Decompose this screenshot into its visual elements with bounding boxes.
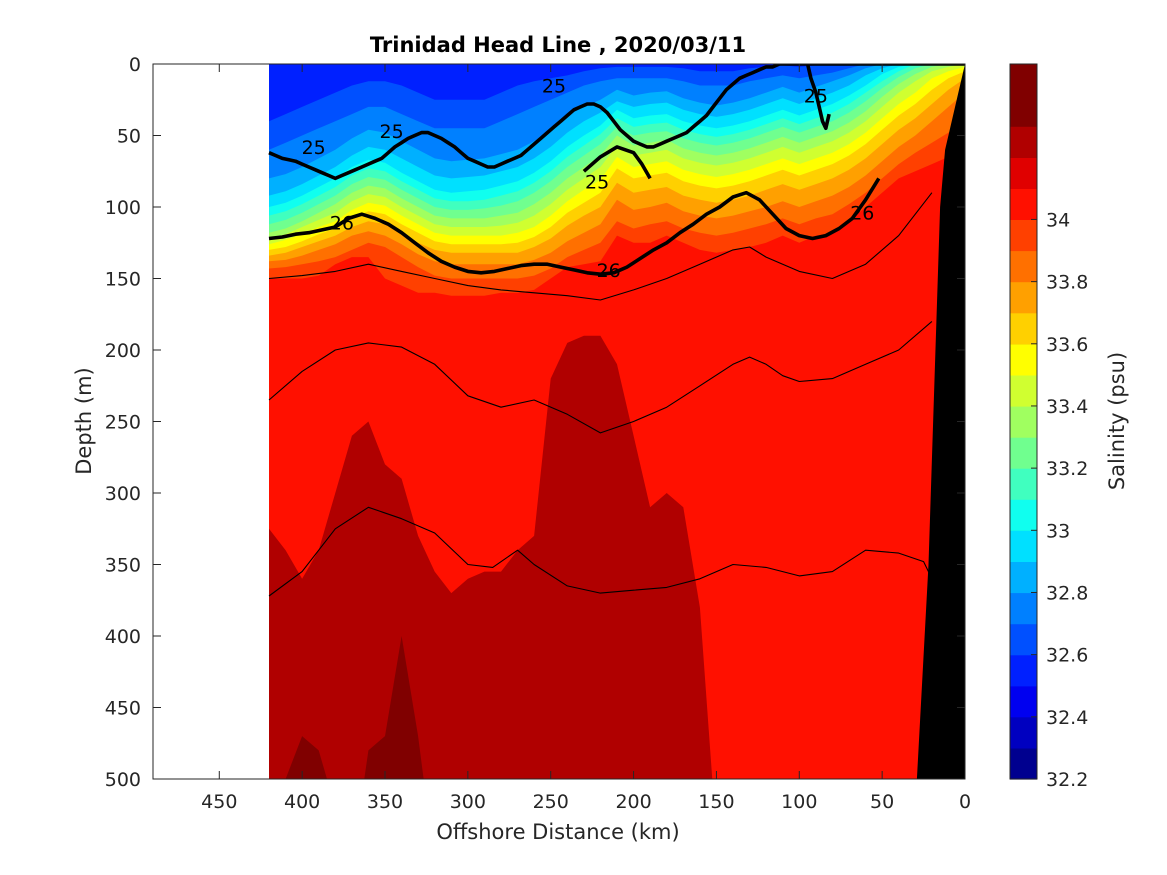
colorbar-tick-label: 33.8 [1046,272,1088,294]
colorbar-swatch [1010,126,1037,158]
x-tick-label: 100 [781,791,817,813]
colorbar-tick-label: 33.6 [1046,334,1088,356]
colorbar-swatch [1010,157,1037,189]
contour-label: 25 [542,76,566,98]
colorbar-swatch [1010,437,1037,469]
contour-label: 26 [850,203,874,225]
x-tick-label: 0 [959,791,971,813]
colorbar-swatch [1010,561,1037,594]
x-tick-label: 400 [284,791,320,813]
contour-label: 25 [585,171,609,193]
colorbar-swatch [1010,374,1037,407]
chart-title: Trinidad Head Line , 2020/03/11 [370,33,746,57]
y-tick-label: 400 [105,626,141,648]
density-contour [268,320,933,434]
y-tick-label: 300 [105,483,141,505]
density-contour [582,145,652,180]
colorbar-swatch [1010,499,1037,531]
colorbar-tick-label: 32.2 [1046,769,1088,791]
x-tick-label: 450 [201,791,237,813]
colorbar-tick-label: 32.6 [1046,645,1088,667]
colorbar-swatch [1010,312,1037,345]
seafloor-mask [916,64,965,779]
y-tick-label: 350 [105,555,141,577]
x-tick-label: 350 [367,791,403,813]
y-tick-label: 100 [105,197,141,219]
colorbar-tick-label: 33 [1046,520,1070,542]
colorbar-swatch [1010,654,1037,687]
y-tick-label: 200 [105,340,141,362]
density-contour [268,64,965,181]
colorbar-ticks: 32.2 32.4 32.6 32.8 33 33.2 33.4 33.6 33.8 34 [1031,209,1088,791]
colorbar-swatch [1010,406,1037,438]
x-tick-label: 200 [615,791,651,813]
salinity-fill-layer [269,64,965,779]
colorbar-frame [1009,63,1038,780]
colorbar-swatch [1010,250,1037,283]
salinity-band [285,636,452,779]
x-axis: 450 400 350 300 250 200 150 100 50 0 [201,64,971,813]
colorbar: 32.2 32.4 32.6 32.8 33 33.2 33.4 33.6 33.8 34 Sal… [1009,63,1129,791]
colorbar-swatch [1010,530,1037,562]
x-tick-label: 250 [533,791,569,813]
colorbar-swatch [1010,64,1037,96]
colorbar-swatch [1010,623,1037,656]
contour-label: 25 [804,86,828,108]
y-tick-label: 50 [117,126,141,148]
y-tick-label: 450 [105,698,141,720]
y-axis: 0 50 100 150 200 250 300 350 400 450 500 [105,54,965,791]
colorbar-tick-label: 33.2 [1046,458,1088,480]
colorbar-tick-label: 32.4 [1046,707,1088,729]
density-contour-layer [268,64,965,597]
x-tick-label: 150 [698,791,734,813]
x-tick-label: 50 [870,791,894,813]
density-contour [268,177,881,276]
colorbar-tick-label: 32.8 [1046,582,1088,604]
contour-label: 26 [330,213,354,235]
contour-label: 25 [380,121,404,143]
colorbar-swatch [1010,468,1037,500]
y-tick-label: 150 [105,269,141,291]
plot-area: 25 25 25 25 25 26 26 26 [268,64,965,779]
x-tick-label: 300 [450,791,486,813]
salinity-band [269,335,713,779]
contour-label: 25 [302,137,326,159]
density-contour [268,192,933,301]
x-axis-title: Offshore Distance (km) [436,820,679,844]
colorbar-tick-label: 34 [1046,209,1070,231]
y-axis-title: Depth (m) [72,367,96,474]
colorbar-swatch [1010,281,1037,314]
colorbar-swatch [1010,747,1037,780]
contour-label: 26 [597,260,621,282]
colorbar-swatch [1010,219,1037,252]
colorbar-swatch [1010,685,1037,718]
y-tick-label: 250 [105,412,141,434]
colorbar-swatch [1010,95,1037,127]
colorbar-swatches [1010,63,1037,780]
colorbar-swatch [1010,716,1037,749]
colorbar-swatch [1010,188,1037,220]
colorbar-swatch [1010,592,1037,625]
density-contour [805,64,831,131]
y-tick-label: 0 [129,54,141,76]
y-tick-label: 500 [105,769,141,791]
colorbar-title: Salinity (psu) [1105,352,1129,490]
density-contour [268,506,933,597]
colorbar-tick-label: 33.4 [1046,396,1088,418]
colorbar-swatch [1010,343,1037,376]
contour-label-layer: 25 25 25 25 25 26 26 26 [302,76,875,282]
seafloor-layer [916,64,965,779]
